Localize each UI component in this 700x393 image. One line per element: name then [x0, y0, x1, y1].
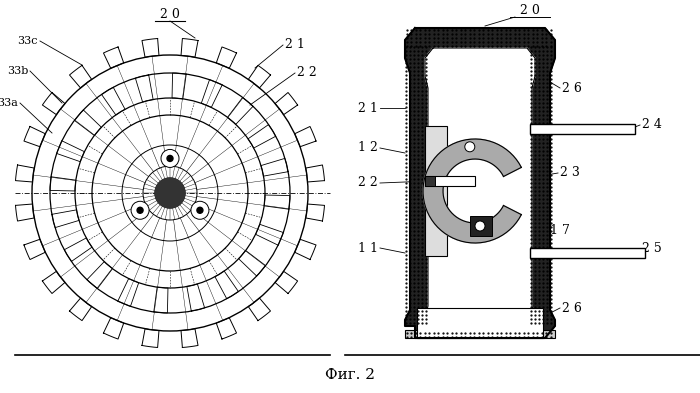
Polygon shape — [74, 110, 102, 136]
Polygon shape — [15, 165, 34, 182]
Bar — [425, 176, 435, 186]
Polygon shape — [155, 178, 185, 208]
Polygon shape — [275, 271, 298, 294]
Text: 33c: 33c — [18, 36, 38, 46]
Polygon shape — [69, 298, 92, 321]
Circle shape — [137, 207, 143, 213]
Polygon shape — [102, 87, 125, 115]
Polygon shape — [87, 262, 113, 288]
Polygon shape — [202, 80, 222, 107]
Polygon shape — [256, 224, 284, 245]
Text: 1 1: 1 1 — [358, 242, 378, 255]
Bar — [430, 330, 530, 338]
Polygon shape — [248, 298, 270, 321]
Circle shape — [191, 201, 209, 219]
Bar — [425, 126, 447, 256]
Polygon shape — [187, 284, 204, 311]
Text: 33a: 33a — [0, 98, 18, 108]
Bar — [405, 330, 430, 338]
Polygon shape — [24, 239, 46, 259]
Circle shape — [465, 142, 475, 152]
Bar — [530, 330, 555, 338]
Polygon shape — [306, 204, 325, 221]
Text: 2 6: 2 6 — [562, 81, 582, 94]
Polygon shape — [154, 287, 168, 313]
Polygon shape — [24, 127, 46, 147]
Text: 2 1: 2 1 — [358, 101, 378, 114]
Polygon shape — [306, 165, 325, 182]
Text: 2 3: 2 3 — [560, 167, 580, 180]
Polygon shape — [295, 127, 316, 147]
Polygon shape — [50, 177, 76, 191]
Polygon shape — [261, 158, 288, 176]
Text: 33b: 33b — [6, 66, 28, 76]
Bar — [530, 248, 645, 258]
Bar — [417, 308, 543, 338]
Text: 2 4: 2 4 — [642, 119, 662, 132]
Circle shape — [475, 221, 485, 231]
Polygon shape — [275, 92, 298, 115]
Polygon shape — [43, 271, 65, 294]
Circle shape — [197, 207, 203, 213]
Polygon shape — [228, 97, 253, 125]
Text: 2 1: 2 1 — [285, 39, 305, 51]
Polygon shape — [216, 47, 237, 68]
Polygon shape — [405, 28, 555, 338]
Bar — [425, 176, 475, 186]
Text: 1 7: 1 7 — [550, 224, 570, 237]
Text: 2 2: 2 2 — [297, 66, 316, 79]
Polygon shape — [295, 239, 316, 259]
Polygon shape — [215, 271, 239, 299]
Text: 2 5: 2 5 — [642, 242, 661, 255]
Text: 2 2: 2 2 — [358, 176, 378, 189]
Polygon shape — [264, 195, 290, 209]
Polygon shape — [118, 279, 139, 306]
Text: Фиг. 2: Фиг. 2 — [325, 368, 375, 382]
Polygon shape — [64, 238, 92, 261]
Polygon shape — [181, 39, 198, 57]
Polygon shape — [248, 125, 276, 148]
Polygon shape — [104, 47, 124, 68]
Polygon shape — [104, 318, 124, 339]
Polygon shape — [15, 204, 34, 221]
Bar — [530, 124, 635, 134]
Polygon shape — [425, 48, 535, 330]
Polygon shape — [423, 139, 522, 243]
Polygon shape — [43, 92, 65, 115]
Polygon shape — [181, 329, 198, 347]
Polygon shape — [142, 39, 159, 57]
Polygon shape — [57, 141, 85, 162]
Polygon shape — [239, 250, 265, 276]
Polygon shape — [52, 210, 79, 228]
Text: 2 0: 2 0 — [520, 4, 540, 18]
Polygon shape — [142, 329, 159, 347]
Polygon shape — [69, 65, 92, 88]
Polygon shape — [216, 318, 237, 339]
Text: 1 2: 1 2 — [358, 141, 378, 154]
Circle shape — [161, 149, 179, 167]
Circle shape — [167, 156, 173, 162]
Polygon shape — [135, 75, 153, 102]
Bar — [470, 216, 492, 236]
Text: 2 0: 2 0 — [160, 9, 180, 22]
Text: 2 6: 2 6 — [562, 301, 582, 314]
Polygon shape — [248, 65, 270, 88]
Circle shape — [131, 201, 149, 219]
Polygon shape — [172, 73, 186, 99]
